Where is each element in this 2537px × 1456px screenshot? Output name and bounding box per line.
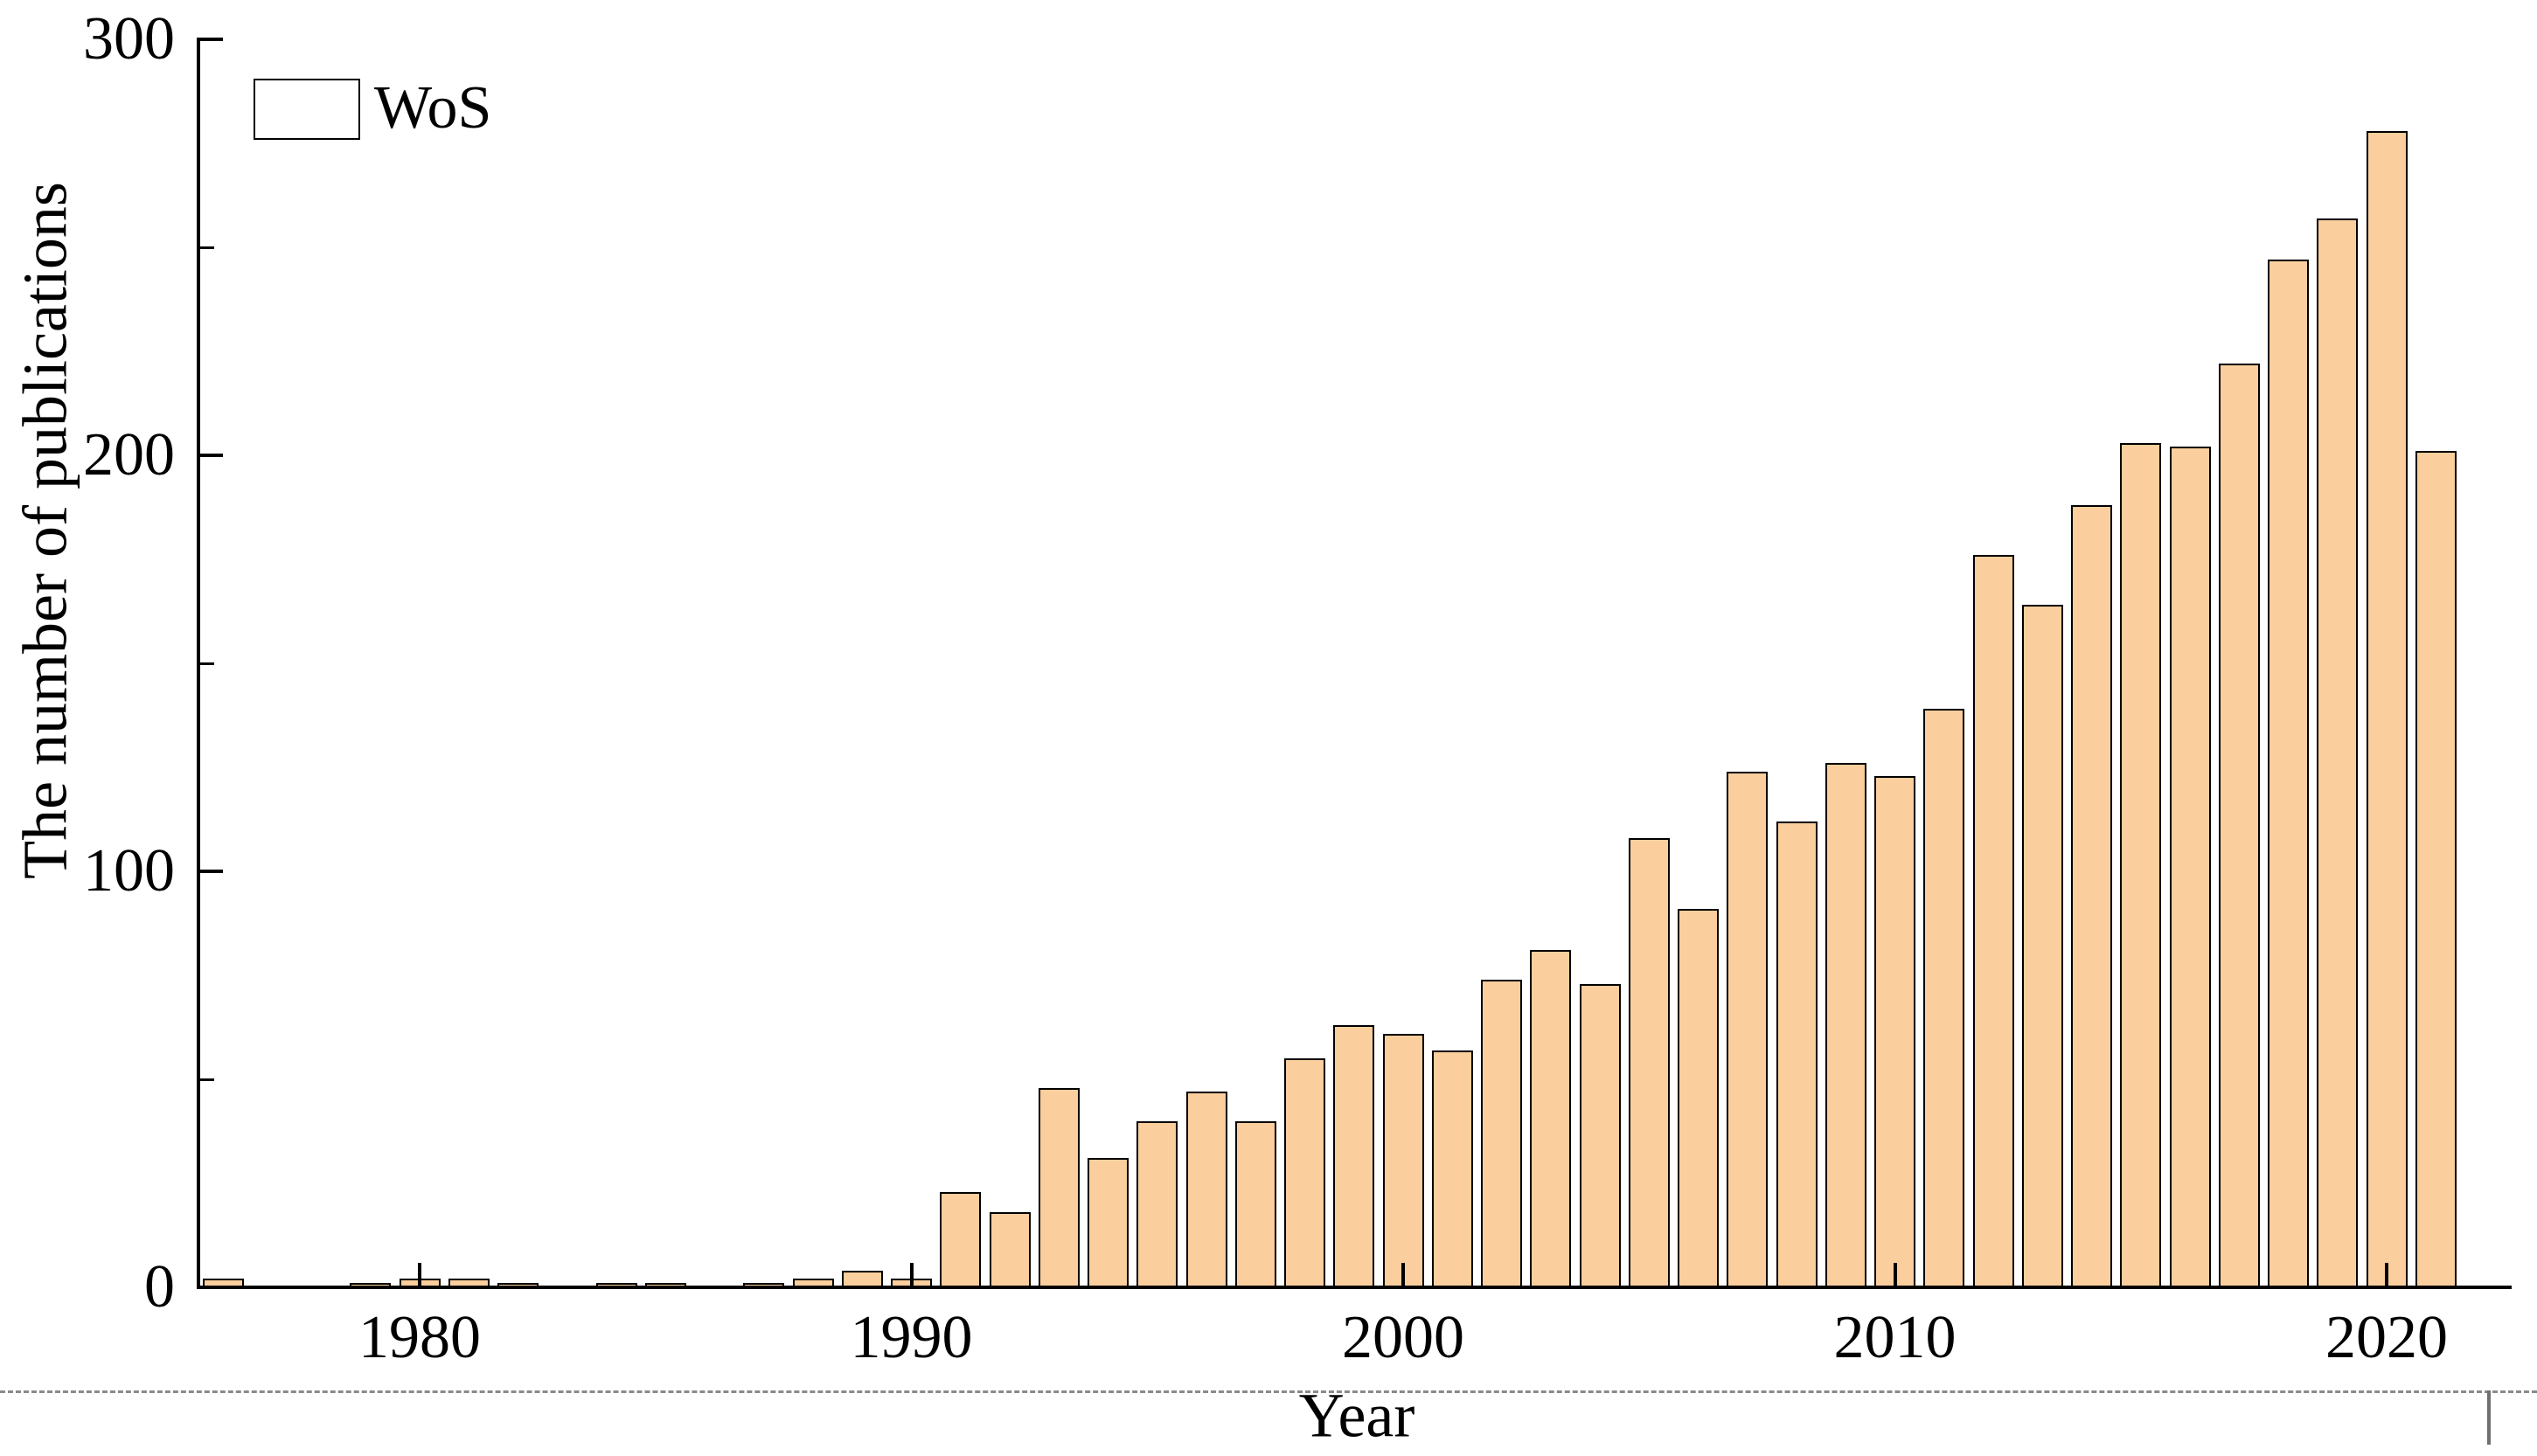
bar-1991: [940, 1191, 982, 1287]
y-major-tick-200: [200, 454, 223, 457]
y-tick-label-0: 0: [144, 1253, 175, 1321]
bar-2018: [2268, 260, 2309, 1287]
y-tick-label-200: 200: [83, 421, 175, 489]
bar-1998: [1284, 1058, 1325, 1287]
x-major-tick-2020: [2385, 1263, 2388, 1287]
bar-2009: [1825, 763, 1866, 1287]
bar-1999: [1333, 1025, 1375, 1287]
y-tick-label-100: 100: [83, 837, 175, 905]
bar-2007: [1727, 771, 1769, 1287]
y-axis-spine: [197, 38, 200, 1289]
bar-2019: [2317, 218, 2359, 1287]
bar-2002: [1481, 979, 1522, 1287]
bar-1993: [1038, 1087, 1080, 1287]
right-edge-mark: [2487, 1390, 2491, 1445]
legend-swatch-wos: [254, 79, 360, 140]
bar-2011: [1923, 709, 1965, 1287]
bar-2008: [1776, 821, 1818, 1287]
x-major-tick-1980: [418, 1263, 421, 1287]
bar-2004: [1579, 983, 1621, 1287]
bar-2020: [2366, 130, 2408, 1287]
x-tick-label-1990: 1990: [850, 1304, 973, 1371]
bar-2005: [1628, 837, 1670, 1287]
bar-2001: [1431, 1050, 1473, 1287]
bar-2021: [2415, 451, 2457, 1287]
legend-label: WoS: [374, 74, 492, 142]
y-minor-tick-50: [200, 1078, 214, 1081]
x-major-tick-2010: [1893, 1263, 1897, 1287]
x-major-tick-2000: [1401, 1263, 1405, 1287]
bar-2015: [2120, 442, 2162, 1287]
bar-2013: [2021, 605, 2063, 1287]
x-tick-label-2000: 2000: [1342, 1304, 1464, 1371]
y-tick-label-300: 300: [83, 5, 175, 73]
x-tick-label-2010: 2010: [1833, 1304, 1957, 1371]
bar-1992: [989, 1212, 1031, 1287]
bar-2017: [2218, 364, 2260, 1287]
y-major-tick-100: [200, 870, 223, 873]
bar-2010: [1874, 775, 1915, 1287]
x-tick-label-2020: 2020: [2325, 1304, 2448, 1371]
y-minor-tick-150: [200, 662, 214, 665]
bottom-dotted-rule: [0, 1390, 2537, 1393]
x-axis-spine: [197, 1286, 2512, 1289]
bar-2003: [1530, 950, 1572, 1287]
x-major-tick-1990: [909, 1263, 914, 1287]
bar-2000: [1382, 1033, 1424, 1287]
bar-1997: [1234, 1120, 1276, 1287]
y-minor-tick-250: [200, 246, 214, 249]
y-major-tick-300: [200, 38, 223, 41]
bar-1995: [1136, 1120, 1178, 1287]
bar-1996: [1185, 1092, 1227, 1287]
y-axis-title: The number of publications: [10, 182, 80, 879]
bar-2014: [2071, 505, 2112, 1287]
bar-1994: [1088, 1158, 1129, 1287]
bar-2006: [1678, 908, 1719, 1287]
bar-2016: [2169, 447, 2211, 1287]
x-tick-label-1980: 1980: [358, 1304, 481, 1371]
bar-2012: [1972, 555, 2014, 1287]
